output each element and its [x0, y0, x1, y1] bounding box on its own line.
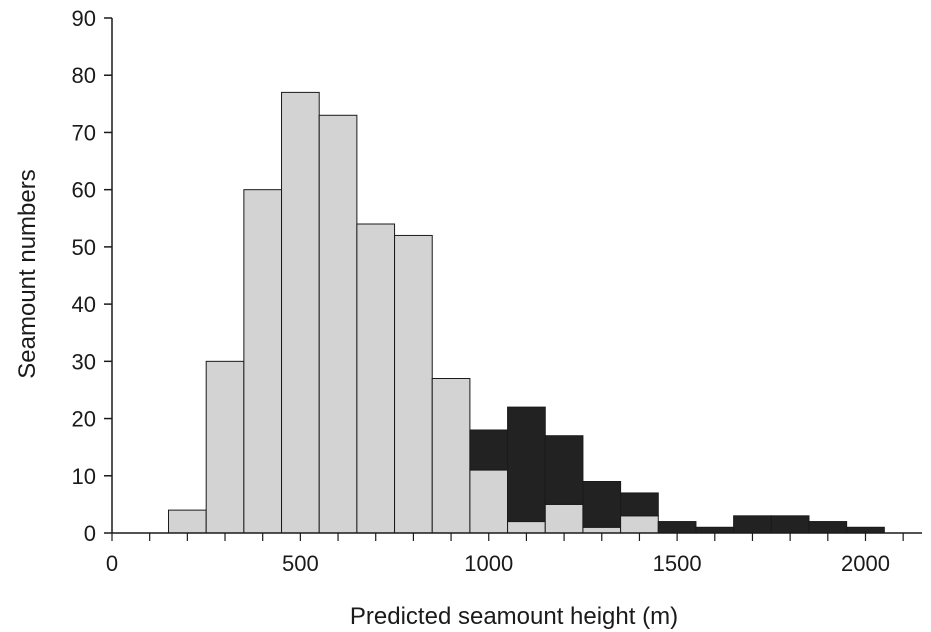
- y-tick-label: 60: [72, 178, 96, 203]
- histogram-bar: [620, 515, 659, 534]
- y-tick-label: 0: [84, 521, 96, 546]
- histogram-bar: [205, 360, 245, 534]
- y-tick-label: 40: [72, 292, 96, 317]
- histogram-bar: [733, 515, 772, 534]
- histogram-bar: [544, 435, 584, 505]
- histogram-bar: [507, 521, 546, 534]
- histogram-bar: [657, 521, 697, 534]
- y-axis-label: Seamount numbers: [14, 169, 41, 378]
- histogram-bar: [318, 114, 358, 534]
- bars-group: [168, 91, 885, 534]
- histogram-bar: [243, 189, 283, 534]
- x-axis-ticks: 0 500 1000 1500 2000: [106, 533, 904, 576]
- histogram-bar: [394, 234, 433, 534]
- histogram-bar: [582, 526, 622, 534]
- y-tick-label: 20: [72, 407, 96, 432]
- histogram-bar: [695, 526, 735, 534]
- histogram-bar: [846, 526, 885, 534]
- x-tick-label: 0: [106, 551, 118, 576]
- histogram-bar: [281, 91, 320, 534]
- x-axis-label: Predicted seamount height (m): [350, 603, 678, 630]
- x-tick-label: 1500: [653, 551, 702, 576]
- y-tick-label: 70: [72, 120, 96, 145]
- y-tick-label: 10: [72, 464, 96, 489]
- histogram-bar: [582, 481, 622, 528]
- histogram-bar: [770, 515, 810, 534]
- y-tick-label: 50: [72, 235, 96, 260]
- histogram-bar: [507, 406, 546, 523]
- y-tick-label: 90: [72, 6, 96, 31]
- y-tick-label: 80: [72, 63, 96, 88]
- histogram-bar: [469, 429, 509, 471]
- x-tick-label: 1000: [464, 551, 513, 576]
- histogram-bar: [356, 223, 396, 534]
- histogram-bar: [544, 503, 584, 534]
- y-axis-ticks: 0 10 20 30 40 50 60 70 80 90: [72, 6, 112, 546]
- histogram-bar: [469, 469, 509, 534]
- histogram-bar: [431, 378, 471, 534]
- x-tick-label: 500: [282, 551, 319, 576]
- histogram-bar: [168, 509, 207, 534]
- y-tick-label: 30: [72, 349, 96, 374]
- x-tick-label: 2000: [841, 551, 890, 576]
- histogram-bar: [620, 492, 659, 517]
- histogram-bar: [808, 521, 848, 534]
